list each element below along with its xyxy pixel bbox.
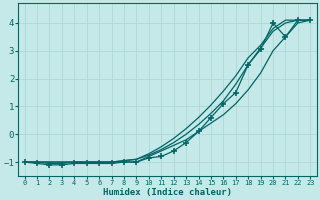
- X-axis label: Humidex (Indice chaleur): Humidex (Indice chaleur): [103, 188, 232, 197]
